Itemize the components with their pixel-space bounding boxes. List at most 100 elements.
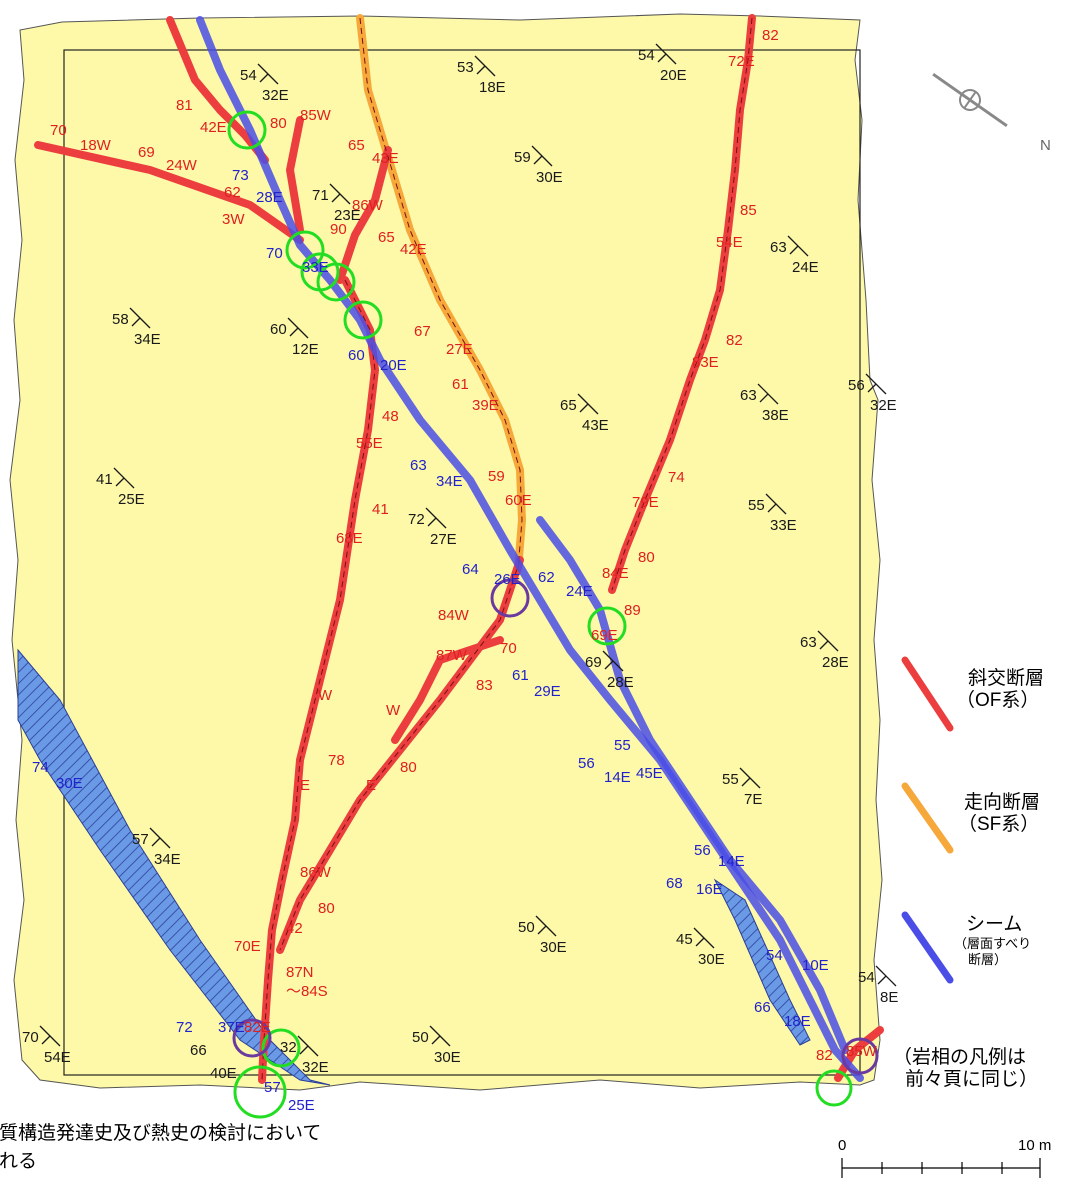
north-arrow-icon [932,72,1008,128]
legend-oblique-sub: （OF系） [956,690,1040,711]
bedding-dip: 56 [848,377,865,394]
bedding-dip-direction: 32E [302,1059,329,1076]
bedding-dip: 54 [858,969,875,986]
fault-label: 87N [286,964,314,981]
fault-label: 55E [356,435,383,452]
bedding-dip-direction: 12E [292,341,319,358]
seam-label: 14E [604,769,631,786]
fault-label: E [300,777,310,794]
fault-label: 80 [400,759,417,776]
fault-label: 72E [728,53,755,70]
bedding-dip: 60 [270,321,287,338]
bedding-label: 66 [190,1042,207,1059]
caption-line2: される [0,1151,38,1172]
fault-label: 65 [348,137,365,154]
fault-label: 82 [762,27,779,44]
bedding-dip-direction: 30E [540,939,567,956]
seam-label: 63 [410,457,427,474]
fault-label: 84W [438,607,470,624]
green-circle [227,110,267,150]
green-circle [261,1028,301,1068]
seam-label: 16E [696,881,723,898]
purple-circle [232,1018,272,1058]
scale-max: 10 m [1018,1137,1051,1154]
bedding-dip: 72 [408,511,425,528]
seam-label: 33E [302,259,329,276]
bedding-dip: 59 [514,149,531,166]
bedding-symbol: 41 25E [96,467,145,508]
bedding-dip-direction: 32E [262,87,289,104]
seam-label: 61 [512,667,529,684]
fault-label: 24W [166,157,198,174]
fault-label: 86W [352,197,384,214]
fault-label: 70 [500,640,517,657]
seam-label: 56 [578,755,595,772]
fault-label: 18W [80,137,112,154]
bedding-dip-direction: 20E [660,67,687,84]
sample-circles [227,110,879,1119]
fault-label: 42 [286,920,303,937]
bedding-symbol: 59 30E [514,145,563,186]
bedding-dip-direction: 30E [434,1049,461,1066]
bedding-symbol: 50 30E [412,1025,461,1066]
lithology-note: （岩相の凡例は 前々頁に同じ） [893,1047,1038,1091]
green-circle [343,300,383,340]
bedding-symbol: 71 23E [312,183,361,224]
seam-label: 30E [56,775,83,792]
fault-label: 70 [50,122,67,139]
seam-label: 45E [636,765,663,782]
fault-label: 48 [382,408,399,425]
fault-label: 39E [472,397,499,414]
bedding-dip: 55 [722,771,739,788]
bedding-dip-direction: 28E [822,654,849,671]
fault-label: 68E [336,530,363,547]
fault-label: 86W [300,864,332,881]
bedding-dip: 57 [132,831,149,848]
seam-label: 25E [288,1097,315,1114]
bedding-symbol: 72 27E [408,507,457,548]
fault-label: 61 [452,376,469,393]
fault-label: 85 [740,202,757,219]
seam-label: 34E [436,473,463,490]
bedding-dip-direction: 34E [154,851,181,868]
fault-label: E [366,777,376,794]
seam-label: 72 [176,1019,193,1036]
fault-label: 42E [200,119,227,136]
bedding-dip-direction: 32E [870,397,897,414]
bedding-dip: 65 [560,397,577,414]
fault-label: 85W [846,1043,878,1060]
fault-label: 80 [270,115,287,132]
bedding-dip-direction: 25E [118,491,145,508]
fault-label: ～84S [286,983,328,1000]
green-circle [285,230,325,270]
bedding-symbol: 63 28E [800,630,849,671]
legend-strike-sub: （SF系） [958,814,1040,835]
seam-label: 54 [766,947,783,964]
fault-label: W [386,702,401,719]
seam-hatched-zone-right [713,878,811,1046]
bedding-symbol: 70 54E [22,1025,71,1066]
green-circle [815,1069,853,1107]
bedding-symbol: 50 30E [518,915,567,956]
bedding-symbol: 32 32E [280,1035,329,1076]
bedding-symbol: 56 32E [848,373,897,414]
fault-dash-lines [261,17,753,1081]
seam-label: 62 [538,569,555,586]
bedding-dip-direction: 30E [698,951,725,968]
legend-seam-sub1: （層面すべり [954,936,1032,951]
legend-line-strike [901,782,954,854]
bedding-symbol: 54 8E [858,965,898,1006]
bedding-symbol: 63 38E [740,383,789,424]
bedding-dip-direction: 7E [744,791,762,808]
bedding-dip: 45 [676,931,693,948]
fault-label: 70E [234,938,261,955]
fault-label: 82E [244,1019,271,1036]
seam-label: 57 [264,1079,281,1096]
fault-label: 60E [505,492,532,509]
seam-label: 66 [754,999,771,1016]
bedding-dip: 63 [800,634,817,651]
bedding-symbol: 63 24E [770,235,819,276]
bedding-dip: 69 [585,654,602,671]
